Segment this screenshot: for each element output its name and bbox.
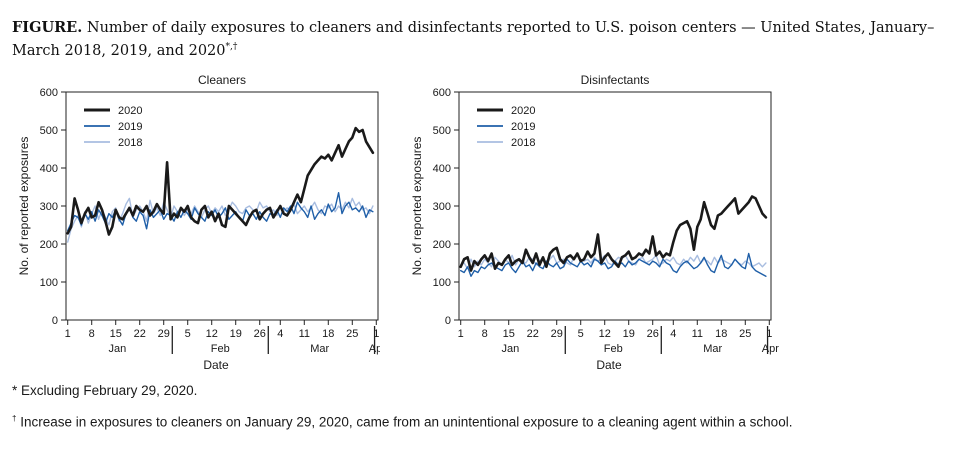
footnote-dagger: † Increase in exposures to cleaners on J… (12, 414, 792, 430)
cleaners-legend-label-2020: 2020 (118, 105, 142, 117)
cleaners-month-label: Feb (211, 343, 230, 355)
cleaners-x-tick-label: 18 (322, 328, 334, 340)
cleaners-x-tick-label: 5 (185, 328, 191, 340)
cleaners-y-tick-label: 0 (52, 315, 58, 327)
disinfectants-plot-frame (458, 91, 772, 321)
disinfectants-legend-label-2019: 2019 (511, 121, 535, 133)
disinfectants-x-tick-label: 5 (578, 328, 584, 340)
footnote-star-mark: * (12, 383, 18, 398)
disinfectants-y-tick-label: 400 (433, 163, 451, 175)
disinfectants-month-label: Jan (502, 343, 520, 355)
disinfectants-x-tick-label: 8 (482, 328, 488, 340)
cleaners-chart: Cleaners 0 100 200 300 400 500 600 No. of report… (17, 73, 380, 372)
disinfectants-x-tick-label: 11 (692, 328, 703, 340)
cleaners-y-tick-label: 200 (40, 239, 58, 251)
disinfectants-x-tick-label: 18 (715, 328, 727, 340)
figure-title-text: Number of daily exposures to cleaners an… (12, 20, 935, 59)
cleaners-x-tick-label: 29 (158, 328, 170, 340)
footnote-dagger-mark: † (12, 414, 17, 423)
cleaners-x-tick-label: 25 (346, 328, 358, 340)
cleaners-chart-title: Cleaners (198, 73, 246, 87)
figure-title: FIGURE. Number of daily exposures to cle… (12, 18, 978, 61)
cleaners-x-tick-label: 1 (65, 328, 71, 340)
disinfectants-legend-label-2018: 2018 (511, 137, 535, 149)
cleaners-y-tick-label: 500 (40, 125, 58, 137)
disinfectants-y-tick-label: 600 (433, 87, 451, 99)
disinfectants-y-tick-label: 200 (433, 239, 451, 251)
cleaners-y-tick-label: 300 (40, 201, 58, 213)
disinfectants-y-axis-label: No. of reported exposures (410, 137, 424, 276)
cleaners-series-2020 (66, 126, 375, 236)
figure-title-lead: FIGURE. (12, 19, 83, 36)
figure-title-marks: *,† (225, 42, 238, 52)
disinfectants-x-tick-label: 12 (599, 328, 611, 340)
disinfectants-series-2019 (459, 252, 767, 278)
disinfectants-series-2020 (459, 195, 768, 272)
footnote-star-text: Excluding February 29, 2020. (21, 383, 198, 398)
cleaners-x-tick-label: 12 (206, 328, 218, 340)
cleaners-x-tick-label: 26 (254, 328, 266, 340)
disinfectants-y-tick-label: 300 (433, 201, 451, 213)
disinfectants-legend-label-2020: 2020 (511, 105, 535, 117)
disinfectants-chart-title: Disinfectants (581, 73, 650, 87)
disinfectants-x-tick-label: 4 (670, 328, 676, 340)
disinfectants-y-tick-label: 100 (433, 277, 451, 289)
cleaners-y-tick-label: 600 (40, 87, 58, 99)
disinfectants-x-tick-label: 29 (551, 328, 563, 340)
cleaners-legend-label-2019: 2019 (118, 121, 142, 133)
cleaners-x-tick-label: 4 (277, 328, 283, 340)
footnote-star: * Excluding February 29, 2020. (12, 383, 197, 398)
cleaners-month-label: Apr (369, 343, 380, 355)
cleaners-y-axis-label: No. of reported exposures (17, 137, 31, 276)
disinfectants-x-axis-label: Date (596, 358, 622, 372)
cleaners-x-axis-label: Date (203, 358, 229, 372)
disinfectants-x-tick-label: 22 (527, 328, 539, 340)
disinfectants-y-tick-label: 500 (433, 125, 451, 137)
disinfectants-chart: Disinfectants 0 100 200 300 400 500 600 No. of r… (410, 73, 779, 372)
disinfectants-month-label: Mar (703, 343, 722, 355)
disinfectants-x-tick-label: 1 (766, 328, 772, 340)
disinfectants-x-tick-label: 25 (739, 328, 751, 340)
disinfectants-x-tick-label: 1 (458, 328, 464, 340)
cleaners-x-tick-label: 11 (299, 328, 310, 340)
disinfectants-x-tick-label: 19 (623, 328, 635, 340)
disinfectants-x-tick-label: 26 (647, 328, 659, 340)
footnote-dagger-text: Increase in exposures to cleaners on Jan… (20, 414, 793, 430)
cleaners-x-tick-label: 1 (373, 328, 379, 340)
disinfectants-month-label: Apr (762, 343, 779, 355)
disinfectants-x-tick-label: 15 (503, 328, 515, 340)
cleaners-x-tick-label: 19 (230, 328, 242, 340)
disinfectants-y-tick-label: 0 (445, 315, 451, 327)
cleaners-y-tick-label: 100 (40, 277, 58, 289)
cleaners-month-label: Mar (310, 343, 329, 355)
cleaners-x-tick-label: 15 (110, 328, 122, 340)
cleaners-y-tick-label: 400 (40, 163, 58, 175)
cleaners-x-tick-label: 22 (134, 328, 146, 340)
cleaners-x-tick-label: 8 (89, 328, 95, 340)
disinfectants-month-label: Feb (604, 343, 623, 355)
cleaners-legend-label-2018: 2018 (118, 137, 142, 149)
cleaners-month-label: Jan (109, 343, 127, 355)
